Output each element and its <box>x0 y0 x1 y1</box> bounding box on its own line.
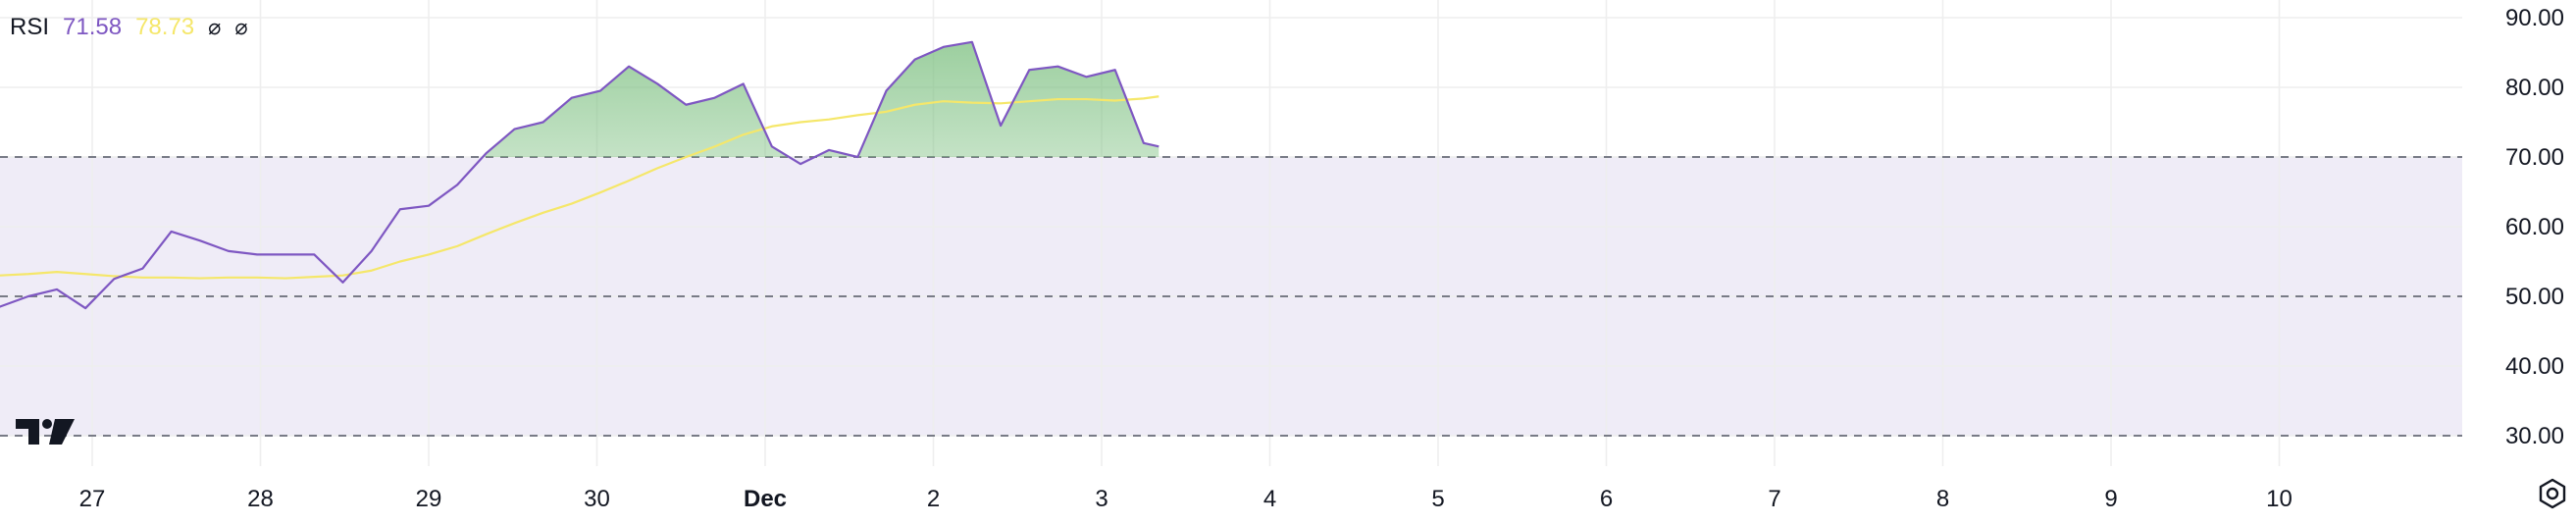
overbought-area <box>0 41 1159 157</box>
y-tick-label: 70.00 <box>2505 144 2564 171</box>
x-tick-label: 7 <box>1768 486 1780 512</box>
overbought-fill <box>0 41 1159 157</box>
x-tick-label: 28 <box>247 486 274 512</box>
x-tick-label: 9 <box>2104 486 2117 512</box>
y-tick-label: 60.00 <box>2505 214 2564 240</box>
time-scale[interactable]: 27 28 29 30 Dec 2 3 4 5 6 7 8 9 10 <box>79 486 2293 512</box>
series-line-ma <box>0 95 1159 280</box>
price-scale[interactable]: 90.00 80.00 70.00 60.00 50.00 40.00 30.00 <box>2505 5 2564 449</box>
series-line-rsi <box>0 40 1159 310</box>
ma-value: 78.73 <box>135 14 195 40</box>
x-tick-label: Dec <box>744 486 787 512</box>
x-tick-label: 30 <box>584 486 610 512</box>
x-tick-label: 2 <box>927 486 940 512</box>
tradingview-logo-icon[interactable] <box>16 417 75 451</box>
indicator-legend: RSI 71.58 78.73 ⌀ ⌀ <box>10 10 248 45</box>
x-tick-label: 29 <box>416 486 442 512</box>
visibility-toggle-icon[interactable]: ⌀ <box>208 15 222 39</box>
y-tick-label: 30.00 <box>2505 423 2564 449</box>
x-tick-label: 6 <box>1600 486 1613 512</box>
settings-gear-icon[interactable] <box>2537 478 2568 514</box>
x-tick-label: 27 <box>79 486 106 512</box>
rsi-value: 71.58 <box>63 14 123 40</box>
x-tick-label: 3 <box>1095 486 1108 512</box>
y-tick-label: 50.00 <box>2505 284 2564 310</box>
x-tick-label: 10 <box>2266 486 2293 512</box>
x-tick-label: 4 <box>1263 486 1276 512</box>
y-tick-label: 40.00 <box>2505 353 2564 380</box>
band-lines <box>0 156 2462 437</box>
indicator-name[interactable]: RSI <box>10 14 50 40</box>
x-tick-label: 5 <box>1431 486 1444 512</box>
y-tick-label: 80.00 <box>2505 75 2564 101</box>
series-lines <box>0 40 1159 310</box>
x-tick-label: 8 <box>1936 486 1949 512</box>
visibility-toggle-icon[interactable]: ⌀ <box>234 15 248 39</box>
y-tick-label: 90.00 <box>2505 5 2564 31</box>
